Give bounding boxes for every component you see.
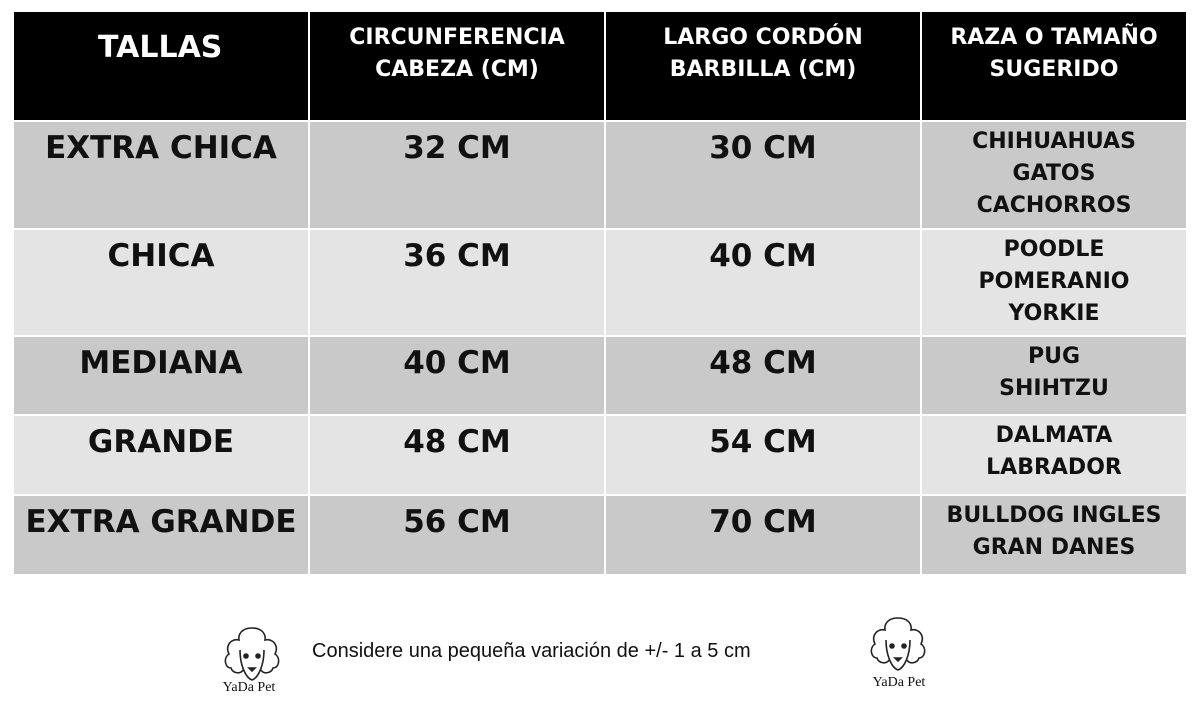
breed-text: BULLDOG INGLES — [946, 503, 1162, 528]
measure: 54 CM — [709, 424, 817, 460]
measure: 32 CM — [403, 130, 511, 166]
table-cell: 30 CM — [606, 122, 920, 228]
header-text: TALLAS — [98, 30, 223, 65]
header-text: CIRCUNFERENCIA — [349, 25, 565, 50]
size-name: EXTRA GRANDE — [25, 504, 297, 540]
measure: 30 CM — [709, 130, 817, 166]
logo-text: YaDa Pet — [872, 675, 926, 690]
logo-icon — [224, 627, 280, 681]
table-cell: MEDIANA — [14, 337, 308, 414]
breed-text: POODLE — [1003, 237, 1105, 262]
table-cell: 32 CM — [310, 122, 604, 228]
header-cell: CIRCUNFERENCIA CABEZA (CM) — [310, 12, 604, 120]
table-cell: GRANDE — [14, 416, 308, 494]
header-text: CABEZA (CM) — [375, 56, 539, 82]
table-cell: 40 CM — [606, 230, 920, 335]
logo-text: YaDa Pet — [222, 680, 276, 695]
size-name: GRANDE — [87, 424, 235, 460]
breed-text: LABRADOR — [986, 454, 1122, 480]
table-cell: PUG SHIHTZU — [922, 337, 1186, 414]
table-cell: EXTRA CHICA — [14, 122, 308, 228]
footer-note: Considere una pequeña variación de +/- 1… — [312, 640, 751, 662]
measure: 48 CM — [403, 424, 511, 460]
table-cell: EXTRA GRANDE — [14, 496, 308, 574]
header-cell: LARGO CORDÓN BARBILLA (CM) — [606, 12, 920, 120]
table-cell: 40 CM — [310, 337, 604, 414]
table-cell: CHIHUAHUAS GATOS CACHORROS — [922, 122, 1186, 228]
logo-icon — [870, 617, 926, 671]
header-text: RAZA O TAMAÑO — [950, 25, 1158, 50]
breed-text: DALMATA — [995, 423, 1113, 448]
header-text: SUGERIDO — [989, 56, 1119, 82]
header-text: LARGO CORDÓN — [663, 25, 863, 50]
header-cell: TALLAS — [14, 12, 308, 120]
table-cell: 36 CM — [310, 230, 604, 335]
breed-text: PUG — [1027, 344, 1081, 369]
size-name: EXTRA CHICA — [45, 130, 277, 166]
header-cell: RAZA O TAMAÑO SUGERIDO — [922, 12, 1186, 120]
breed-text: CACHORROS — [976, 192, 1132, 218]
measure: 36 CM — [403, 238, 511, 274]
breed-text: CHIHUAHUAS — [972, 129, 1136, 154]
header-text: BARBILLA (CM) — [669, 56, 857, 82]
measure: 40 CM — [709, 238, 817, 274]
measure: 70 CM — [709, 504, 817, 540]
table-cell: DALMATA LABRADOR — [922, 416, 1186, 494]
breed-text: SHIHTZU — [999, 375, 1109, 401]
measure: 40 CM — [403, 345, 511, 381]
breed-text: POMERANIO — [978, 268, 1130, 294]
table-cell: 56 CM — [310, 496, 604, 574]
table-cell: POODLE POMERANIO YORKIE — [922, 230, 1186, 335]
breed-text: GRAN DANES — [972, 534, 1136, 560]
table-cell: BULLDOG INGLES GRAN DANES — [922, 496, 1186, 574]
measure: 48 CM — [709, 345, 817, 381]
measure: 56 CM — [403, 504, 511, 540]
breed-text: GATOS — [1012, 160, 1096, 186]
size-name: CHICA — [107, 238, 215, 274]
table-cell: 70 CM — [606, 496, 920, 574]
table-cell: 48 CM — [310, 416, 604, 494]
table-cell: CHICA — [14, 230, 308, 335]
table-cell: 54 CM — [606, 416, 920, 494]
breed-text: YORKIE — [1008, 300, 1100, 326]
size-name: MEDIANA — [79, 345, 243, 381]
table-cell: 48 CM — [606, 337, 920, 414]
